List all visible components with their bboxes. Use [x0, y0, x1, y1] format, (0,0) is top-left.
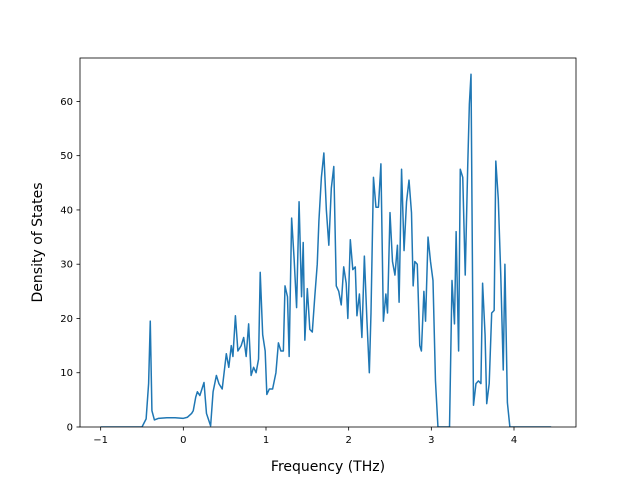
- x-axis-label: Frequency (THz): [271, 459, 385, 475]
- plot-frame: [79, 57, 577, 428]
- dos-series-line-0: [100, 73, 552, 427]
- y-tick-label: 40: [60, 205, 73, 216]
- y-axis-ticks: 0 10 20 30 40 50 60: [60, 97, 80, 434]
- x-tick-label: 2: [345, 435, 351, 446]
- y-tick-label: 30: [60, 260, 73, 271]
- x-tick-label: 0: [180, 435, 186, 446]
- plot-line-layer: [100, 73, 552, 427]
- y-tick-label: 10: [60, 368, 73, 379]
- x-tick-label: 4: [511, 435, 517, 446]
- x-tick-label: −1: [93, 435, 108, 446]
- x-tick-label: 3: [428, 435, 434, 446]
- y-tick-label: 20: [60, 314, 73, 325]
- x-tick-label: 1: [263, 435, 269, 446]
- y-tick-label: 50: [60, 151, 73, 162]
- y-tick-label: 60: [60, 97, 73, 108]
- x-axis-ticks: −1 0 1 2 3 4: [93, 427, 517, 446]
- y-tick-label: 0: [67, 423, 73, 434]
- y-axis-label: Density of States: [30, 183, 46, 303]
